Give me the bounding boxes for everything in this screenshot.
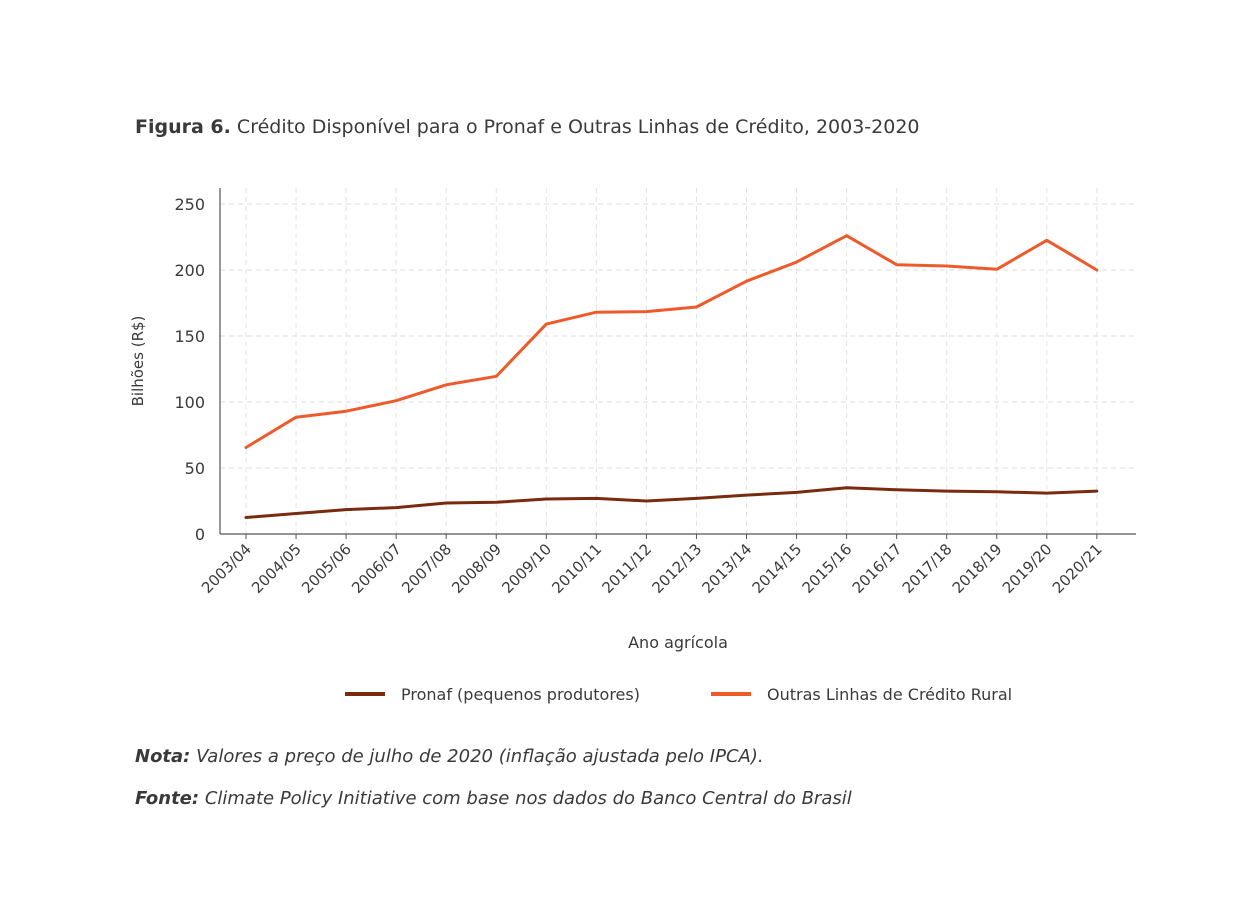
x-axis-label: Ano agrícola [628, 633, 728, 652]
note-text: Valores a preço de julho de 2020 (inflaç… [196, 746, 764, 767]
x-tick-label: 2015/16 [799, 540, 856, 597]
x-tick-label: 2011/12 [598, 540, 655, 597]
y-tick-label: 0 [195, 525, 205, 544]
source-text: Climate Policy Initiative com base nos d… [204, 788, 852, 809]
y-tick-label: 100 [174, 393, 205, 412]
source-label: Fonte: [135, 788, 200, 809]
legend-swatch-pronaf [345, 692, 385, 696]
legend-swatch-outras [711, 692, 751, 696]
x-tick-label: 2012/13 [648, 540, 705, 597]
legend-item-pronaf: Pronaf (pequenos produtores) [345, 682, 640, 706]
x-tick-label: 2008/09 [448, 540, 505, 597]
note-label: Nota: [135, 746, 191, 767]
y-tick-label: 150 [174, 327, 205, 346]
x-tick-label: 2020/21 [1049, 540, 1106, 597]
y-tick-label: 200 [174, 261, 205, 280]
legend-label-outras: Outras Linhas de Crédito Rural [767, 684, 1013, 704]
x-tick-label: 2018/19 [949, 540, 1006, 597]
series-line-outras [244, 234, 1099, 449]
y-tick-label: 250 [174, 195, 205, 214]
legend-label-pronaf: Pronaf (pequenos produtores) [401, 684, 640, 704]
figure-label: Figura 6. [135, 116, 231, 138]
x-tick-label: 2005/06 [298, 540, 355, 597]
axes [219, 188, 1136, 539]
x-tick-label: 2009/10 [498, 540, 555, 597]
legend-item-outras: Outras Linhas de Crédito Rural [711, 682, 1012, 706]
source: Fonte: Climate Policy Initiative com bas… [135, 788, 852, 809]
note: Nota: Valores a preço de julho de 2020 (… [135, 746, 764, 767]
x-tick-label: 2014/15 [749, 540, 806, 597]
series-lines [244, 234, 1099, 519]
y-tick-labels: 0 50 100 150 200 250 [174, 195, 205, 544]
grid-lines [220, 188, 1136, 534]
x-tick-labels: 2003/042004/052005/062006/072007/082008/… [198, 540, 1106, 597]
x-tick-label: 2010/11 [548, 540, 605, 597]
x-tick-label: 2017/18 [899, 540, 956, 597]
x-tick-label: 2007/08 [398, 540, 455, 597]
x-tick-label: 2016/17 [849, 540, 906, 597]
figure-title-text: Crédito Disponível para o Pronaf e Outra… [236, 116, 920, 138]
x-tick-label: 2004/05 [248, 540, 305, 597]
x-tick-label: 2006/07 [348, 540, 405, 597]
y-axis-label: Bilhões (R$) [129, 316, 147, 407]
figure-title: Figura 6. Crédito Disponível para o Pron… [135, 116, 920, 138]
series-line-pronaf [244, 486, 1099, 519]
x-tick-label: 2013/14 [699, 540, 756, 597]
y-tick-label: 50 [185, 459, 205, 478]
x-tick-label: 2003/04 [198, 540, 255, 597]
x-tick-label: 2019/20 [999, 540, 1056, 597]
